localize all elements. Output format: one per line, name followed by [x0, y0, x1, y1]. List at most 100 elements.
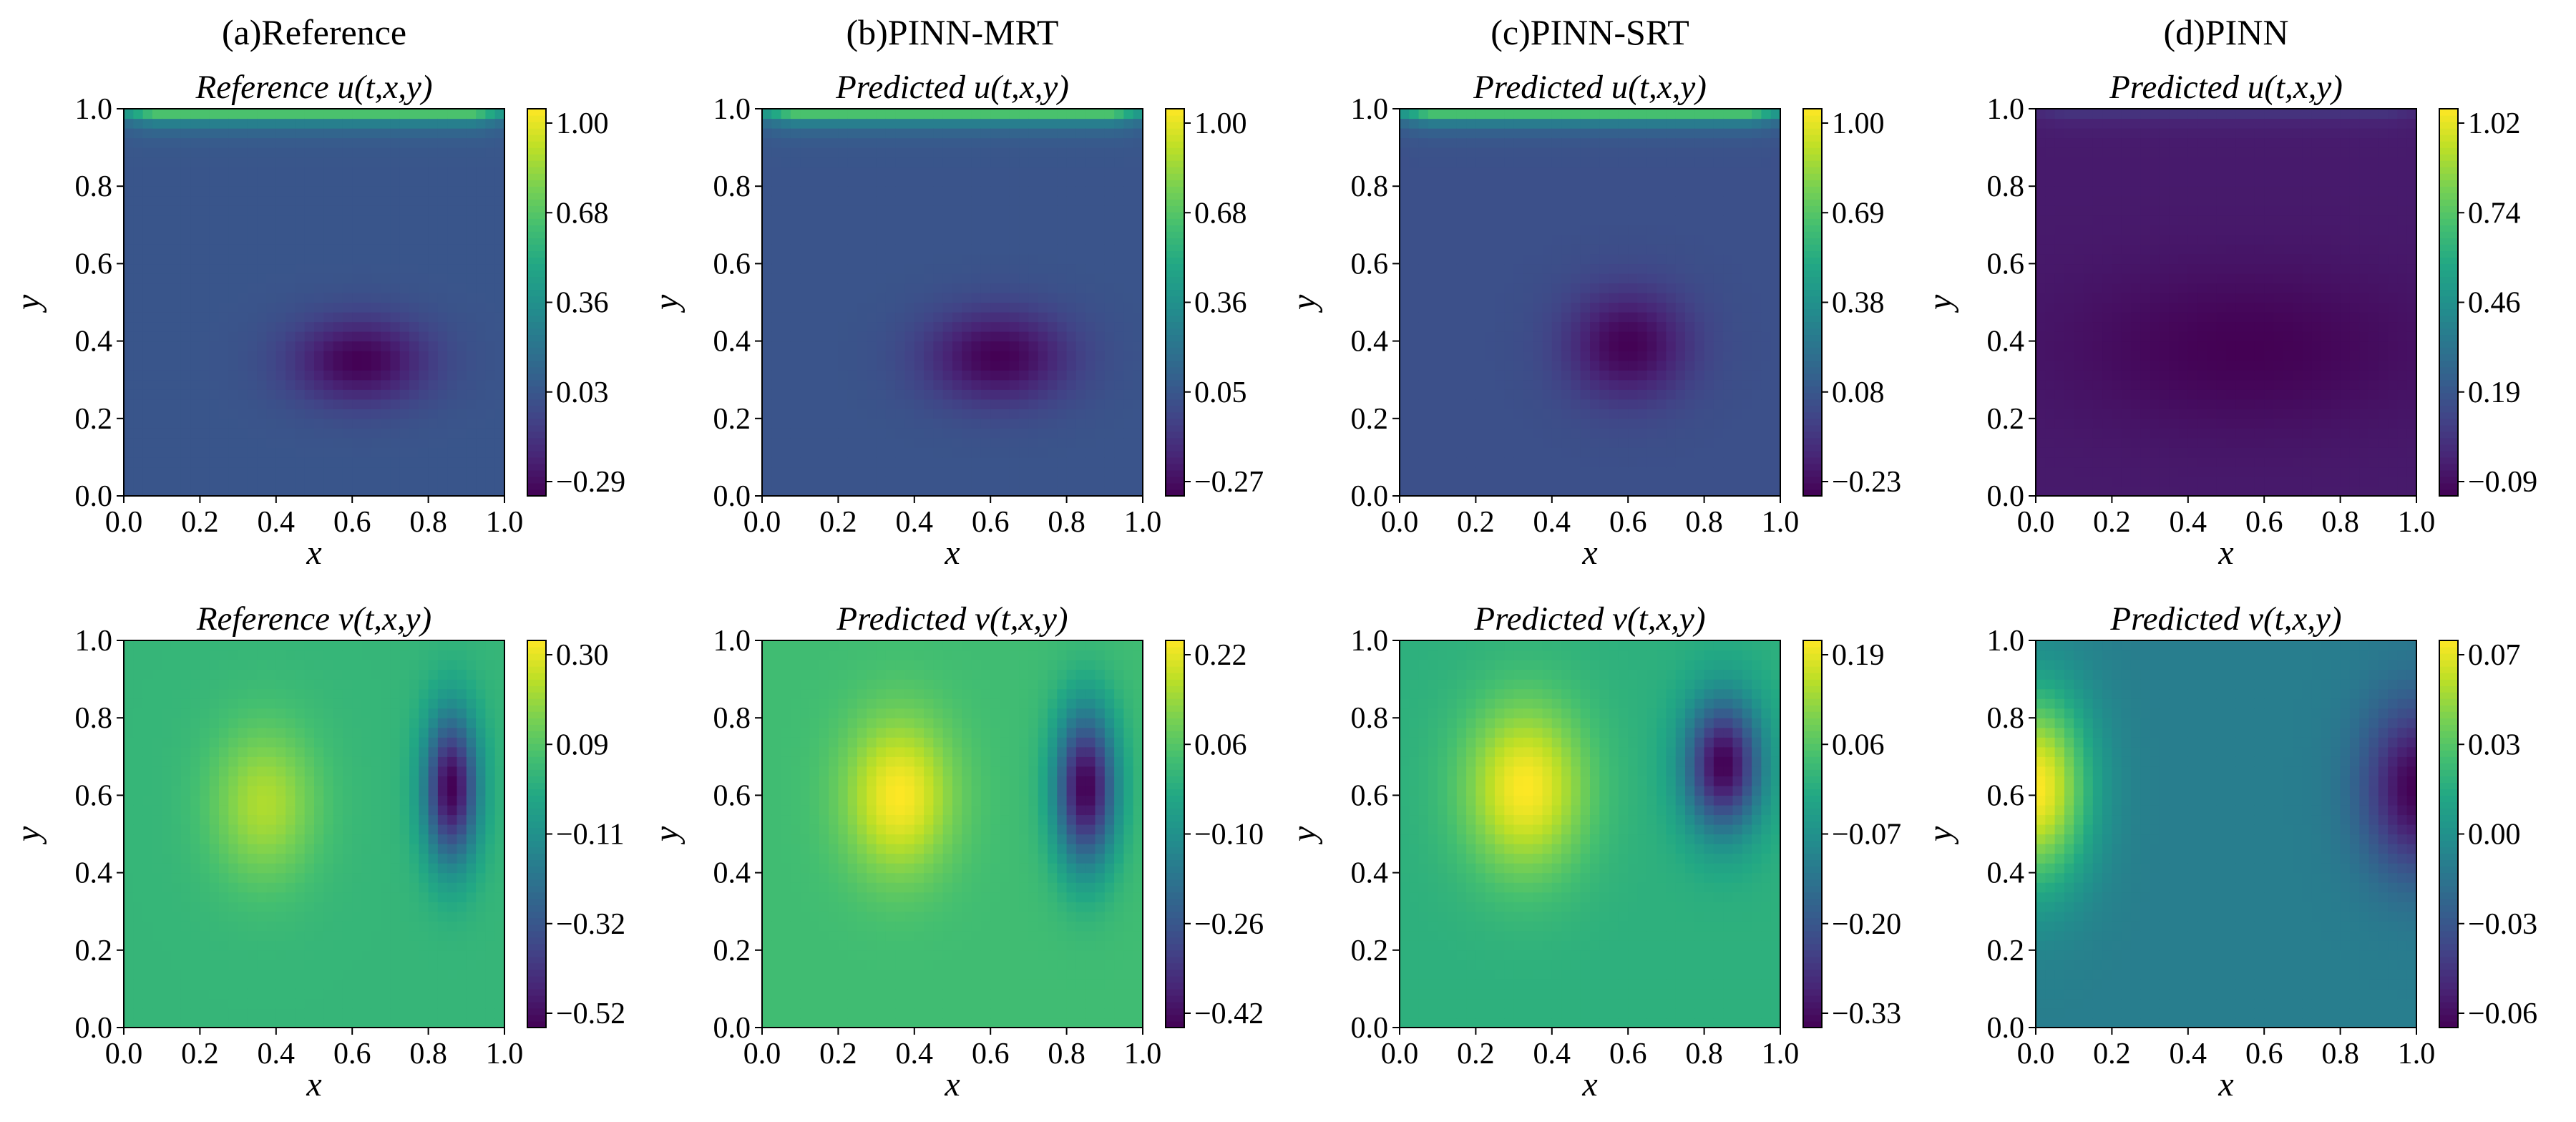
heatmap-cell	[819, 360, 829, 371]
heatmap-cell	[142, 785, 153, 796]
heatmap-cell	[1019, 186, 1029, 197]
heatmap-cell	[180, 969, 191, 980]
heatmap-cell	[409, 669, 419, 680]
heatmap-cell	[133, 727, 144, 738]
heatmap-cell	[266, 921, 277, 932]
heatmap-cell	[228, 756, 239, 767]
heatmap-cell	[904, 302, 915, 313]
heatmap-cell	[990, 225, 1001, 235]
heatmap-cell	[476, 399, 486, 409]
heatmap-cell	[219, 911, 229, 922]
heatmap-cell	[867, 292, 877, 303]
heatmap-cell	[361, 950, 372, 960]
heatmap-cell	[133, 186, 144, 197]
heatmap-cell	[371, 418, 381, 429]
heatmap-cell	[381, 157, 391, 167]
heatmap-cell	[781, 263, 791, 274]
heatmap-cell	[980, 234, 991, 245]
heatmap-cell	[1019, 360, 1029, 371]
heatmap-cell	[133, 940, 144, 951]
heatmap-cell	[1123, 215, 1134, 225]
heatmap-cell	[885, 292, 896, 303]
heatmap-cell	[190, 950, 200, 960]
heatmap-cell	[457, 302, 467, 313]
heatmap-cell	[904, 195, 915, 206]
heatmap-cell	[275, 746, 286, 757]
heatmap-cell	[419, 708, 429, 718]
heatmap-cell	[219, 215, 229, 225]
heatmap-cell	[409, 186, 419, 197]
heatmap-cell	[286, 795, 296, 806]
y-tick-label: 0.4	[75, 326, 113, 358]
heatmap-cell	[342, 215, 353, 225]
heatmap-cell	[1066, 341, 1077, 351]
heatmap-cell	[1095, 167, 1106, 177]
heatmap-cell	[447, 273, 458, 284]
heatmap-cell	[200, 109, 210, 119]
heatmap-cell	[466, 844, 477, 854]
heatmap-cell	[342, 950, 353, 960]
heatmap-cell	[323, 872, 334, 883]
heatmap-cell	[352, 360, 363, 371]
heatmap-cell	[371, 998, 381, 1009]
heatmap-cell	[847, 379, 858, 390]
heatmap-cell	[924, 428, 934, 439]
heatmap-cell	[333, 273, 343, 284]
heatmap-cell	[1104, 273, 1115, 284]
heatmap-cell	[200, 234, 210, 245]
heatmap-cell	[800, 360, 811, 371]
heatmap-cell	[314, 708, 324, 718]
heatmap-cell	[980, 312, 991, 323]
heatmap-cell	[133, 766, 144, 776]
heatmap-cell	[980, 205, 991, 216]
heatmap-cell	[219, 195, 229, 206]
heatmap-cell	[275, 341, 286, 351]
heatmap-cell	[390, 776, 401, 786]
heatmap-cell	[419, 157, 429, 167]
colorbar-segment	[527, 257, 546, 264]
heatmap-cell	[771, 389, 782, 400]
heatmap-cell	[428, 950, 439, 960]
heatmap-cell	[333, 727, 343, 738]
heatmap-cell	[180, 476, 191, 487]
heatmap-cell	[466, 331, 477, 342]
heatmap-cell	[924, 292, 934, 303]
heatmap-cell	[1038, 370, 1048, 381]
heatmap-cell	[1133, 418, 1143, 429]
heatmap-cell	[885, 225, 896, 235]
heatmap-cell	[476, 844, 486, 854]
heatmap-cell	[352, 979, 363, 990]
heatmap-cell	[266, 467, 277, 477]
heatmap-cell	[924, 302, 934, 313]
heatmap-cell	[942, 128, 953, 139]
heatmap-cell	[447, 921, 458, 932]
heatmap-cell	[152, 660, 162, 670]
heatmap-cell	[180, 853, 191, 864]
heatmap-cell	[876, 428, 887, 439]
heatmap-cell	[838, 389, 849, 400]
heatmap-cell	[314, 698, 324, 709]
heatmap-cell	[133, 389, 144, 400]
heatmap-cell	[924, 467, 934, 477]
heatmap-cell	[1009, 253, 1020, 265]
colorbar-segment	[527, 731, 546, 738]
heatmap-cell	[485, 988, 496, 1000]
heatmap-cell	[238, 679, 248, 690]
heatmap-cell	[1133, 447, 1143, 458]
heatmap-cell	[142, 892, 153, 902]
heatmap-cell	[371, 911, 381, 922]
heatmap-cell	[924, 263, 934, 274]
heatmap-cell	[867, 312, 877, 323]
heatmap-cell	[286, 921, 296, 932]
heatmap-cell	[1085, 321, 1096, 332]
heatmap-cell	[200, 215, 210, 225]
heatmap-cell	[1000, 244, 1010, 255]
heatmap-cell	[409, 940, 419, 951]
heatmap-cell	[304, 814, 315, 825]
heatmap-cell	[485, 157, 496, 167]
heatmap-cell	[381, 486, 391, 497]
heatmap-cell	[1123, 331, 1134, 342]
heatmap-cell	[867, 457, 877, 468]
heatmap-cell	[847, 321, 858, 332]
heatmap-cell	[371, 804, 381, 816]
